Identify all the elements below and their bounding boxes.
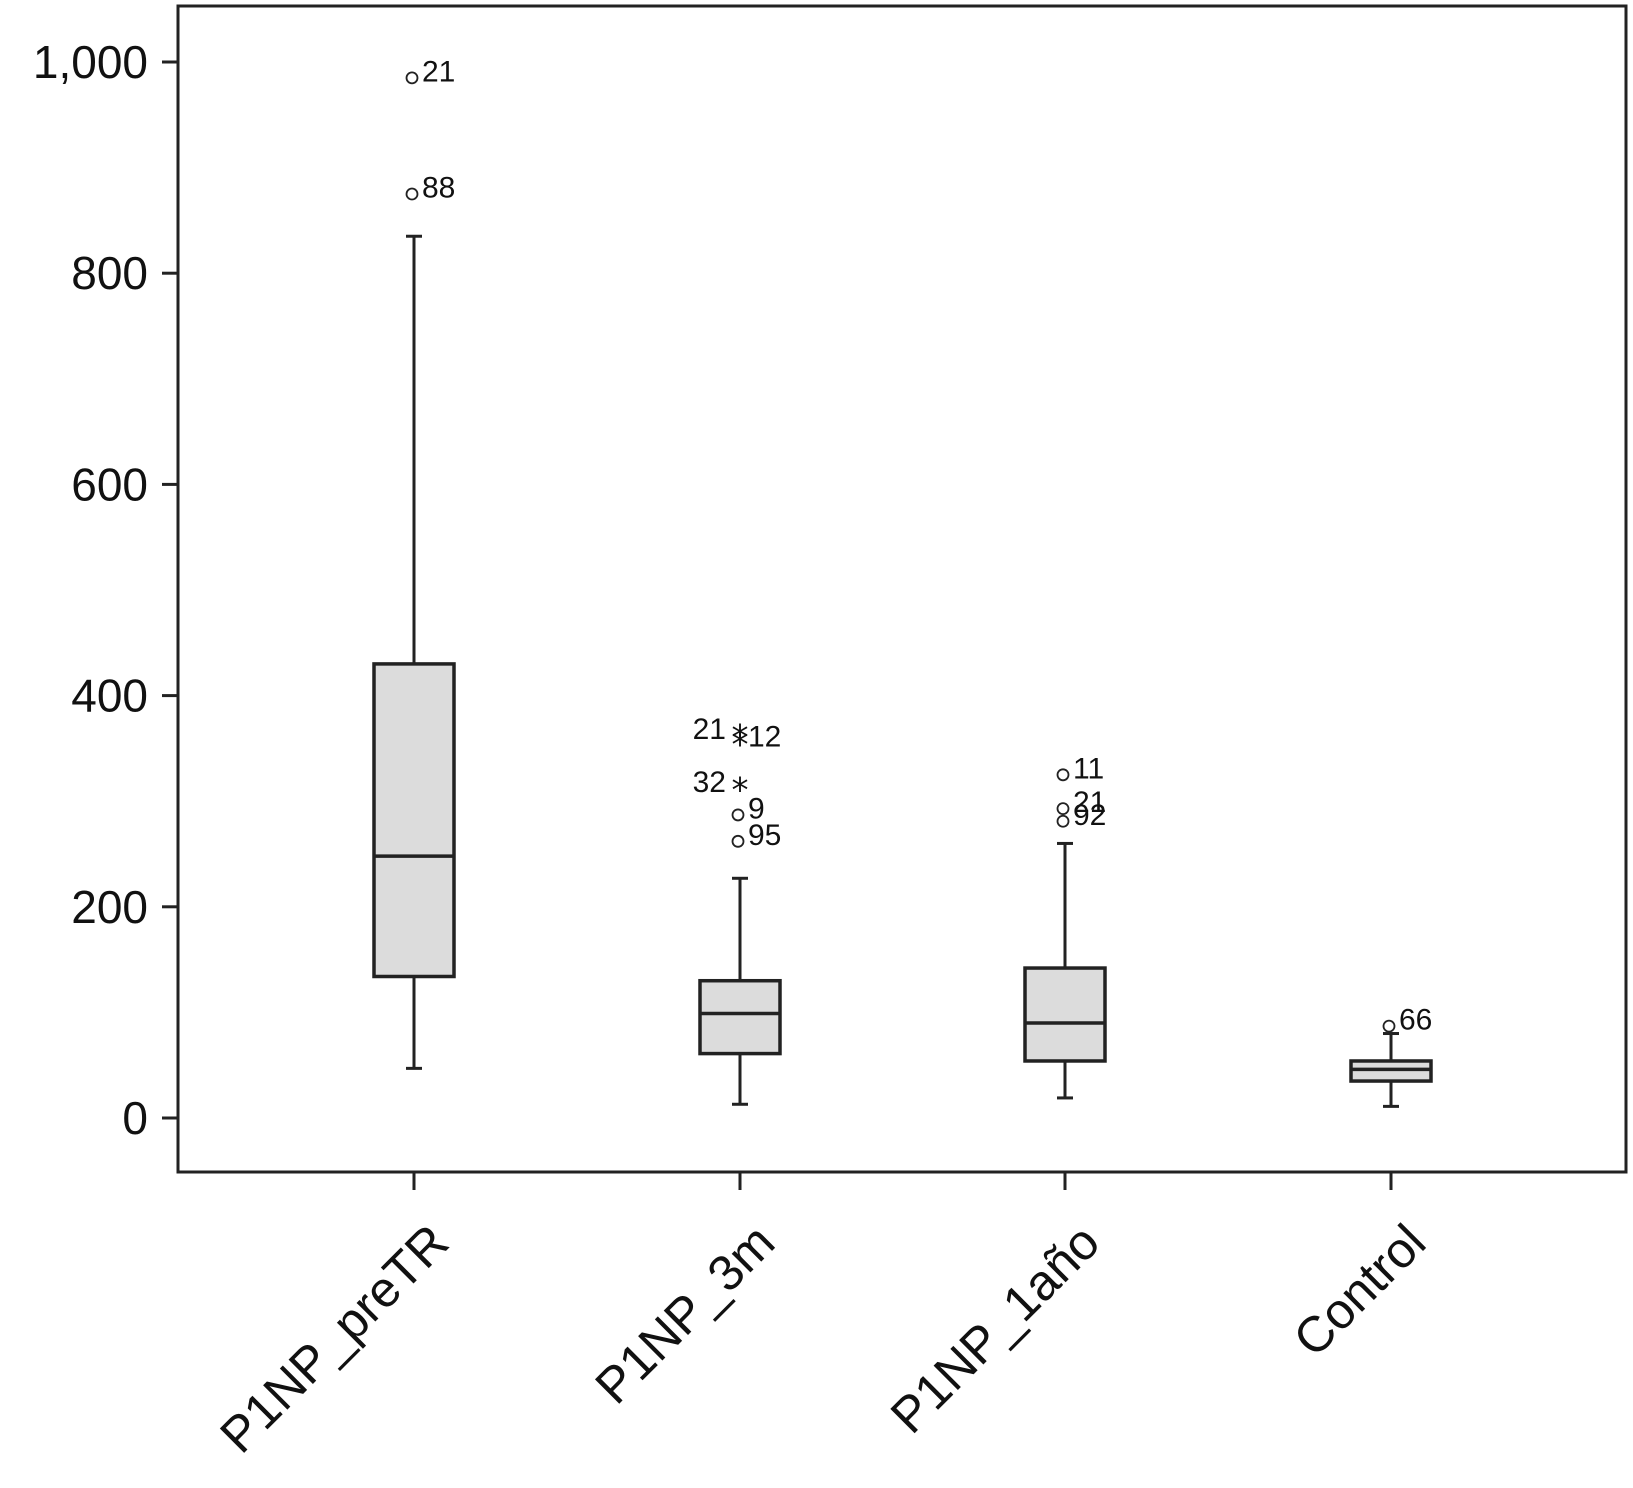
outlier-p1np-1a-o-92: 92: [1056, 799, 1106, 832]
x-axis: P1NP_preTR P1NP_3m P1NP_1año Control: [209, 1172, 1436, 1463]
outlier-circle-marker: [731, 808, 745, 822]
x-category-label-control: Control: [1283, 1214, 1437, 1368]
outlier-label: 92: [1073, 799, 1106, 832]
box-p1np-3m: [698, 876, 782, 1106]
y-tick-label: 600: [71, 458, 148, 510]
outlier-circle-marker: [405, 187, 419, 201]
outlier-circle-marker: [1382, 1019, 1396, 1033]
y-tick-label: 0: [122, 1092, 148, 1144]
outlier-p1np-3m-32: *32: [693, 766, 749, 811]
box-p1np-pretr: [372, 234, 456, 1070]
outlier-label: 66: [1399, 1004, 1432, 1037]
outlier-label: 9: [748, 792, 765, 825]
outlier-p1np-3m-12: * 12: [732, 721, 782, 766]
outlier-p1np-3m-95: 95: [731, 819, 781, 852]
outlier-p1np-pretr-88: 88: [405, 172, 455, 205]
outlier-label: 21: [422, 55, 455, 88]
y-tick-label: 400: [71, 670, 148, 722]
iqr-box: [1023, 966, 1107, 1063]
x-category-label-p1np-3m: P1NP_3m: [584, 1214, 785, 1415]
outlier-circle-marker: [405, 71, 419, 85]
y-tick-label: 1,000: [33, 36, 148, 88]
y-axis: 0 200 400 600 800 1,000: [33, 36, 178, 1144]
extreme-star-marker: *: [732, 725, 749, 765]
extreme-star-marker: *: [732, 718, 749, 758]
iqr-box: [372, 662, 456, 979]
x-category-label-p1np-1a-o: P1NP_1año: [880, 1214, 1110, 1444]
outlier-label: 95: [748, 819, 781, 852]
iqr-box: [698, 978, 782, 1056]
outlier-circle-marker: [1056, 768, 1070, 782]
outlier-label: 88: [422, 172, 455, 205]
outlier-label: 21: [1073, 786, 1106, 819]
outlier-label: 11: [1073, 752, 1104, 785]
plot-frame: [176, 4, 1628, 1174]
outlier-circle-marker: [731, 834, 745, 848]
outlier-label: 12: [748, 721, 781, 754]
outlier-p1np-pretr-21: 21: [405, 55, 455, 88]
extreme-star-marker: *: [732, 771, 749, 811]
outlier-p1np-1a-o-11: 11: [1056, 752, 1104, 785]
box-control: [1349, 1032, 1433, 1108]
outlier-p1np-3m-9: 9: [731, 792, 765, 825]
box-series: [372, 234, 1433, 1108]
outlier-circle-marker: [1056, 802, 1070, 815]
outlier-control-66: 66: [1382, 1004, 1432, 1037]
outlier-p1np-3m-21: *21: [693, 713, 749, 758]
outlier-label: 21: [693, 713, 726, 746]
x-category-label-p1np-pretr: P1NP_preTR: [209, 1214, 459, 1464]
outlier-label: 32: [693, 766, 726, 799]
outlier-p1np-1a-o-21: 21: [1056, 786, 1106, 819]
y-tick-label: 200: [71, 881, 148, 933]
outlier-circle-marker: [1056, 814, 1070, 828]
y-tick-label: 800: [71, 247, 148, 299]
box-p1np-1a-o: [1023, 841, 1107, 1100]
